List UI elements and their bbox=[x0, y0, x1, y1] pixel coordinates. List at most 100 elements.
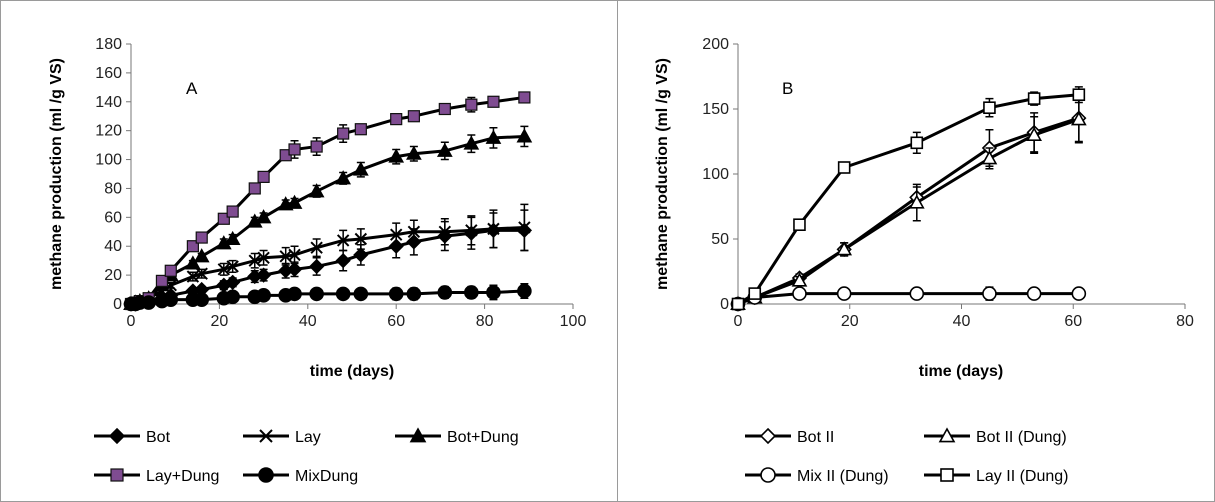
chart-a-x-axis-label: time (days) bbox=[310, 363, 394, 380]
chart-b-legend-item-mix-ii-dung: Mix II (Dung) bbox=[745, 467, 889, 485]
chart-b-point-bot-ii-dung bbox=[1026, 126, 1042, 141]
chart-a-point-bot bbox=[335, 253, 351, 269]
chart-b-point-lay-ii-dung bbox=[1072, 88, 1086, 101]
chart-a-point-mixdung bbox=[353, 286, 369, 302]
chart-a-point-lay bbox=[438, 225, 452, 238]
chart-a-legend-marker bbox=[258, 467, 274, 483]
chart-a-point-lay-dung bbox=[186, 240, 199, 253]
chart-a-legend-item-lay: Lay bbox=[243, 429, 321, 446]
chart-a-point-lay bbox=[487, 222, 500, 236]
chart-a-point-mixdung bbox=[256, 288, 271, 303]
chart-a-point-bot-dung bbox=[352, 161, 369, 176]
chart-b-point-lay-ii-dung bbox=[748, 287, 762, 300]
chart-a-point-mixdung bbox=[406, 286, 422, 302]
chart-b-point-mix-ii-dung bbox=[909, 286, 925, 301]
chart-b-y-tick-label: 50 bbox=[711, 231, 729, 248]
chart-a-x-tick-label: 0 bbox=[127, 313, 136, 330]
chart-a-point-bot-dung bbox=[388, 148, 405, 163]
chart-a-legend-label: Bot+Dung bbox=[447, 429, 519, 446]
chart-a-point-lay bbox=[186, 270, 200, 283]
chart-a-point-mixdung bbox=[437, 285, 453, 300]
chart-a-legend-marker bbox=[108, 427, 126, 445]
chart-b-point-mix-ii-dung bbox=[836, 286, 852, 301]
chart-a-point-mixdung bbox=[388, 286, 404, 302]
chart-a-point-lay bbox=[257, 251, 270, 264]
chart-a-point-bot-dung bbox=[224, 230, 241, 245]
chart-a-point-lay-dung bbox=[155, 274, 169, 287]
chart-a-point-mixdung bbox=[163, 292, 179, 307]
chart-b-point-mix-ii-dung bbox=[982, 286, 997, 301]
chart-a-x-tick-label: 60 bbox=[387, 313, 405, 330]
chart-b-y-axis-label: methane production (ml /g VS) bbox=[654, 58, 671, 290]
chart-a-x-tick-label: 20 bbox=[211, 313, 229, 330]
chart-a-legend-item-lay-dung: Lay+Dung bbox=[94, 468, 219, 485]
chart-a-point-lay bbox=[288, 248, 301, 262]
chart-b-legend-label: Bot II bbox=[797, 429, 834, 446]
chart-a-point-lay bbox=[226, 260, 239, 273]
chart-a-point-mixdung bbox=[464, 285, 479, 300]
chart-a-panel-label: A bbox=[186, 79, 198, 98]
chart-a-point-bot-dung bbox=[463, 135, 480, 150]
chart-a-point-lay-dung bbox=[164, 264, 177, 277]
chart-b-legend-label: Lay II (Dung) bbox=[976, 468, 1068, 485]
chart-a-point-lay-dung bbox=[217, 212, 230, 225]
chart-a-point-bot bbox=[309, 258, 325, 275]
chart-a-point-lay-dung bbox=[288, 143, 301, 156]
chart-a-point-bot-dung bbox=[335, 170, 352, 185]
chart-a-point-mixdung bbox=[287, 286, 302, 302]
chart-a-y-tick-label: 80 bbox=[104, 180, 122, 197]
chart-b-legend-item-bot-ii-dung: Bot II (Dung) bbox=[924, 427, 1067, 446]
chart-a-legend-marker bbox=[409, 427, 427, 443]
chart-a-legend-marker bbox=[259, 429, 273, 443]
chart-b-legend-marker bbox=[759, 427, 777, 445]
chart-b-series-line-lay-ii-dung bbox=[737, 93, 1079, 306]
chart-b: B time (days) methane production (ml /g … bbox=[654, 36, 1194, 485]
chart-b-point-lay-ii-dung bbox=[983, 101, 996, 114]
chart-a-legend-item-bot-dung: Bot+Dung bbox=[395, 427, 519, 446]
chart-a-point-lay bbox=[407, 225, 421, 238]
chart-b-point-bot-ii-dung bbox=[836, 241, 853, 256]
chart-a-point-bot bbox=[353, 247, 369, 263]
chart-a-point-lay-dung bbox=[438, 102, 451, 116]
chart-b-legend-label: Bot II (Dung) bbox=[976, 429, 1067, 446]
chart-a-legend-label: MixDung bbox=[295, 468, 358, 485]
chart-a-x-tick-label: 80 bbox=[476, 313, 494, 330]
chart-a-point-lay bbox=[389, 228, 403, 241]
chart-a-y-tick-label: 40 bbox=[104, 238, 122, 255]
chart-a-point-bot-dung bbox=[185, 255, 201, 270]
chart-a-y-tick-label: 100 bbox=[95, 152, 122, 169]
chart-b-point-lay-ii-dung bbox=[1027, 92, 1041, 105]
chart-a-point-mixdung bbox=[141, 295, 156, 310]
chart-a-legend-label: Lay+Dung bbox=[146, 468, 219, 485]
chart-a-point-lay bbox=[336, 234, 350, 247]
chart-b-point-mix-ii-dung bbox=[792, 286, 807, 301]
chart-b-y-tick-label: 0 bbox=[720, 296, 729, 313]
chart-b-legend-marker bbox=[938, 427, 956, 443]
chart-b-legend-marker bbox=[940, 468, 954, 482]
chart-b-point-lay-ii-dung bbox=[731, 297, 745, 311]
chart-a-point-lay-dung bbox=[390, 113, 403, 126]
chart-b-point-bot-ii-dung bbox=[981, 150, 998, 165]
chart-a-legend-item-mixdung: MixDung bbox=[243, 467, 358, 485]
chart-a-point-lay bbox=[310, 241, 323, 254]
chart-a-x-tick-label: 40 bbox=[299, 313, 317, 330]
chart-a-point-bot-dung bbox=[406, 145, 422, 160]
chart-b-point-lay-ii-dung bbox=[793, 218, 806, 231]
chart-b-legend-item-bot-ii: Bot II bbox=[745, 427, 834, 446]
chart-a-point-lay bbox=[465, 224, 478, 237]
chart-a-y-tick-label: 20 bbox=[104, 267, 122, 284]
chart-a-point-lay bbox=[354, 232, 368, 246]
chart-b-point-lay-ii-dung bbox=[910, 136, 924, 150]
chart-a-point-lay-dung bbox=[487, 95, 500, 108]
chart-b-x-tick-label: 80 bbox=[1176, 313, 1194, 330]
chart-a-y-tick-label: 0 bbox=[113, 296, 122, 313]
chart-a-point-lay bbox=[195, 267, 208, 280]
chart-a-point-lay-dung bbox=[226, 205, 239, 218]
chart-b-y-tick-label: 200 bbox=[702, 36, 729, 53]
chart-a-y-tick-label: 60 bbox=[104, 209, 122, 226]
chart-b-x-tick-label: 40 bbox=[953, 313, 971, 330]
chart-a-point-lay-dung bbox=[465, 98, 478, 111]
chart-b-x-tick-label: 60 bbox=[1064, 313, 1082, 330]
chart-b-y-tick-label: 150 bbox=[702, 101, 729, 118]
chart-a-point-bot-dung bbox=[193, 248, 210, 263]
